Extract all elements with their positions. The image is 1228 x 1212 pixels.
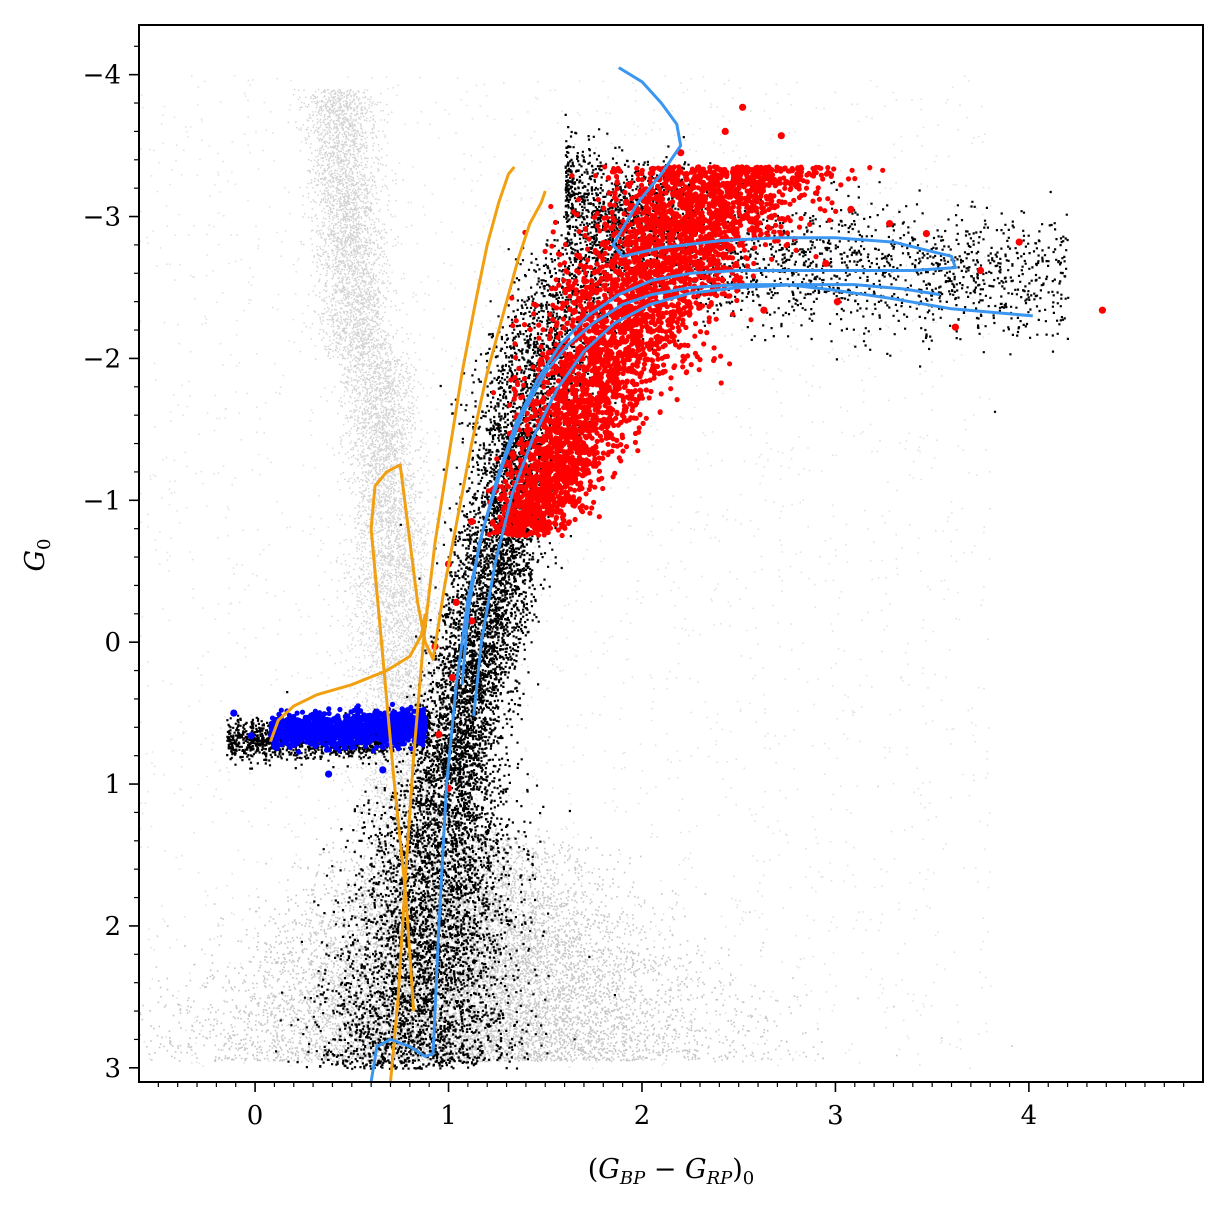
red-giant-point	[951, 323, 960, 331]
red-giant-point	[1015, 238, 1023, 246]
horizontal-branch-point	[325, 770, 333, 778]
y-tick-label: 3	[104, 1054, 121, 1084]
axis-ticks	[129, 45, 1185, 1092]
axis-tick-labels: 0 1 2 3 4 −4 −3 −2 −1 0 1 2 3	[83, 61, 1037, 1131]
y-tick-label: −4	[83, 61, 121, 91]
red-giant-point	[452, 598, 460, 607]
plot-area	[139, 66, 1106, 1082]
red-giant-point	[435, 730, 443, 739]
red-giant-point	[847, 205, 855, 213]
x-tick-label: 2	[634, 1101, 651, 1131]
red-giant-point	[739, 103, 747, 111]
horizontal-branch-point	[247, 732, 255, 740]
x-tick-label: 0	[247, 1101, 264, 1131]
red-giant-point	[777, 132, 785, 140]
red-giant-point	[822, 259, 830, 267]
y-tick-label: −3	[83, 203, 121, 233]
x-axis-label-part: (	[588, 1154, 599, 1185]
y-axis-label: G0	[20, 538, 55, 571]
red-giant-point	[715, 195, 724, 204]
y-tick-label: 0	[104, 628, 121, 658]
red-giant-point	[833, 298, 842, 306]
field-star-halo	[139, 74, 992, 1070]
x-axis-label-part: 0	[743, 1168, 754, 1189]
x-axis-label-part: RP	[706, 1168, 734, 1189]
x-tick-label: 4	[1021, 1101, 1038, 1131]
red-giant-point	[622, 198, 631, 206]
y-axis-label-part: 0	[34, 538, 55, 549]
x-axis-label-part: BP	[619, 1168, 646, 1189]
red-giant-point	[922, 230, 931, 238]
red-giant-layer	[431, 103, 1106, 792]
isochrone-line-blue	[472, 283, 941, 717]
horizontal-branch-cloud	[268, 701, 428, 755]
red-giant-point	[760, 306, 768, 314]
plot-frame	[138, 24, 1204, 1083]
isochrone-line-blue	[460, 66, 957, 685]
x-tick-label: 1	[440, 1101, 457, 1131]
field-star-main-sequence	[139, 826, 1013, 1063]
y-tick-label: −1	[83, 486, 121, 516]
field-star-plume	[271, 88, 527, 828]
y-tick-label: 2	[104, 912, 121, 942]
x-axis-label-part: G	[598, 1154, 620, 1185]
red-giant-cloud	[485, 164, 886, 539]
red-giant-point	[448, 674, 456, 682]
y-axis-label-part: G	[20, 550, 51, 572]
horizontal-branch-point	[379, 766, 387, 774]
red-giant-point	[976, 266, 985, 275]
x-tick-label: 3	[827, 1101, 844, 1131]
x-axis-label-part: G	[685, 1154, 707, 1185]
red-giant-point	[468, 518, 476, 526]
red-giant-point	[677, 149, 685, 157]
member-stars	[226, 113, 1070, 1071]
horizontal-branch-point	[230, 709, 238, 717]
x-axis-label-part: −	[645, 1154, 685, 1185]
y-tick-label: 1	[104, 770, 121, 800]
red-giant-point	[1098, 306, 1106, 314]
member-stars-layer	[226, 113, 1070, 1071]
isochrone-layer	[269, 66, 1033, 1082]
isochrone-line-orange	[269, 613, 427, 743]
isochrone-line-orange	[389, 165, 516, 1082]
red-giant-point	[468, 617, 476, 625]
red-giant-point	[754, 170, 762, 178]
red-giant-point	[692, 224, 700, 232]
y-tick-label: −2	[83, 344, 121, 374]
x-axis-label: (GBP − GRP)0	[588, 1154, 755, 1189]
field-stars-layer	[139, 74, 1013, 1070]
red-giant-point	[721, 127, 729, 135]
x-axis-label-part: )	[732, 1154, 743, 1185]
red-giant-point	[886, 220, 894, 228]
